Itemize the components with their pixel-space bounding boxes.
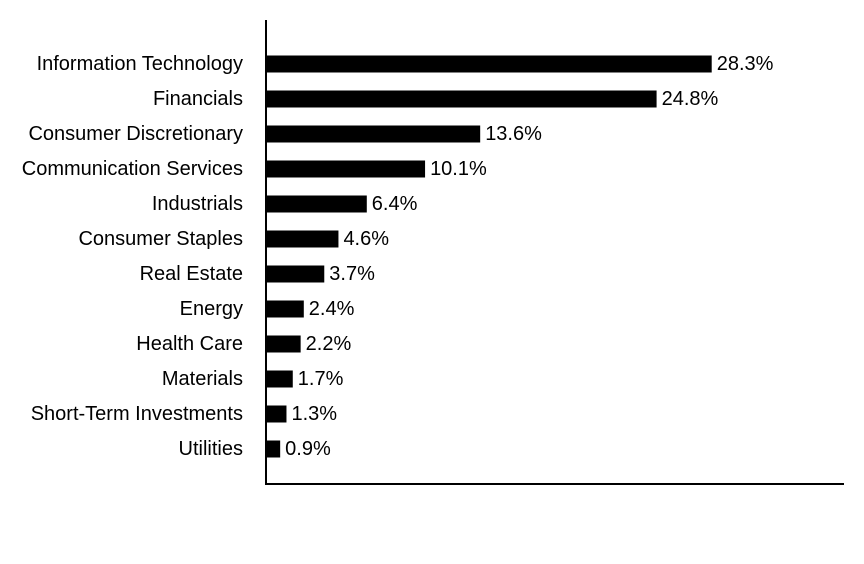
category-label-industrials: Industrials xyxy=(152,193,243,215)
category-label-real-estate: Real Estate xyxy=(140,263,243,285)
bar-materials xyxy=(266,370,293,388)
category-label-health-care: Health Care xyxy=(136,333,243,355)
category-label-financials: Financials xyxy=(153,88,243,110)
value-label-financials: 24.8% xyxy=(662,88,719,110)
category-label-energy: Energy xyxy=(180,298,243,320)
category-label-information-technology: Information Technology xyxy=(37,53,243,75)
category-label-consumer-staples: Consumer Staples xyxy=(78,228,243,250)
bar-energy xyxy=(266,300,304,318)
bar-consumer-discretionary xyxy=(266,125,481,143)
value-labels: 28.3% 24.8% 13.6% 10.1% 6.4% 4.6% 3.7% 2.4% 2.2%… xyxy=(285,53,773,460)
value-label-industrials: 6.4% xyxy=(372,193,418,215)
bar-industrials xyxy=(266,195,367,213)
bar-health-care xyxy=(266,335,301,353)
category-labels: Information Technology Financials Consumer… xyxy=(22,53,243,460)
bar-information-technology xyxy=(266,55,712,73)
category-label-utilities: Utilities xyxy=(179,438,243,460)
bar-financials xyxy=(266,90,657,108)
bar-consumer-staples xyxy=(266,230,339,248)
category-label-short-term-investments: Short-Term Investments xyxy=(31,403,243,425)
category-label-materials: Materials xyxy=(162,368,243,390)
value-label-consumer-staples: 4.6% xyxy=(343,228,389,250)
value-label-energy: 2.4% xyxy=(309,298,355,320)
value-label-real-estate: 3.7% xyxy=(329,263,375,285)
category-label-communication-services: Communication Services xyxy=(22,158,243,180)
bar-short-term-investments xyxy=(266,405,287,423)
value-label-information-technology: 28.3% xyxy=(717,53,774,75)
category-label-consumer-discretionary: Consumer Discretionary xyxy=(28,123,243,145)
bar-communication-services xyxy=(266,160,426,178)
value-label-consumer-discretionary: 13.6% xyxy=(485,123,542,145)
bar-real-estate xyxy=(266,265,325,283)
value-label-utilities: 0.9% xyxy=(285,438,331,460)
value-label-materials: 1.7% xyxy=(298,368,344,390)
value-label-health-care: 2.2% xyxy=(306,333,352,355)
bars-layer xyxy=(266,55,712,458)
bar-utilities xyxy=(266,440,281,458)
value-label-communication-services: 10.1% xyxy=(430,158,487,180)
value-label-short-term-investments: 1.3% xyxy=(291,403,337,425)
